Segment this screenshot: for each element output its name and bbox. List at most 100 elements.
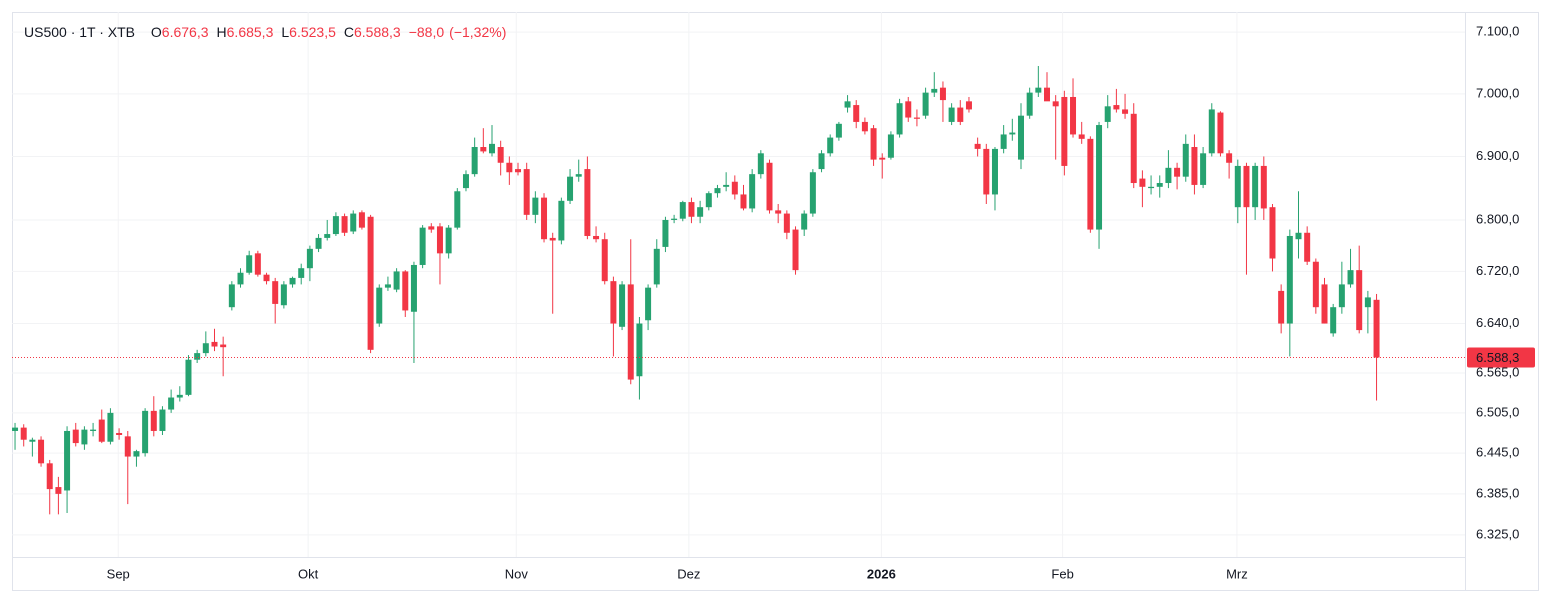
candle-body (1286, 235, 1293, 324)
candle-body (844, 101, 851, 108)
legend-value: 6.676,3 (162, 24, 209, 40)
candle-body (1139, 178, 1146, 187)
candle-body (107, 412, 114, 442)
legend-change: −88,0 (409, 24, 445, 40)
candle-body (705, 193, 712, 208)
candle-body (159, 409, 166, 431)
candle-body (1156, 183, 1163, 187)
y-tick-label: 6.325,0 (1476, 526, 1519, 541)
candle-body (1026, 92, 1033, 116)
legend-value: 6.523,5 (289, 24, 336, 40)
candle-body (515, 169, 522, 173)
y-tick-label: 7.100,0 (1476, 24, 1519, 39)
candle-body (315, 237, 322, 249)
candle-body (1338, 284, 1345, 308)
candle-body (471, 147, 478, 175)
candle-body (697, 207, 704, 217)
candle-body (1304, 232, 1311, 262)
legend-key: C (344, 24, 354, 40)
candle-body (358, 212, 365, 228)
candle-body (332, 216, 339, 235)
candle-body (428, 226, 435, 230)
candle-body (462, 174, 469, 189)
candle-body (1165, 167, 1172, 184)
candle-body (1312, 261, 1319, 308)
candle-body (801, 213, 808, 230)
candle-body (289, 277, 296, 285)
candle-body (350, 213, 357, 232)
candle-body (1104, 106, 1111, 122)
y-tick-label: 6.800,0 (1476, 211, 1519, 226)
candle-body (1035, 87, 1042, 93)
candle-body (228, 284, 235, 308)
candle-body (1364, 297, 1371, 308)
candle-body (809, 172, 816, 214)
candle-body (419, 227, 426, 265)
candle-body (1217, 112, 1224, 154)
candle-body (341, 216, 348, 233)
candle-body (740, 194, 747, 209)
candle-body (29, 439, 36, 442)
candle-body (688, 202, 695, 217)
legend-key: O (151, 24, 162, 40)
candle-body (653, 248, 660, 285)
candle-body (38, 439, 45, 464)
last-price-tag (1467, 347, 1535, 368)
candle-body (1208, 109, 1215, 154)
candle-body (1000, 134, 1007, 149)
candle-body (81, 429, 88, 445)
candle-body (835, 123, 842, 138)
candle-body (1321, 284, 1328, 324)
candle-body (393, 271, 400, 290)
candle-body (436, 226, 443, 254)
legend-value: 6.588,3 (354, 24, 401, 40)
candle-body (116, 432, 123, 436)
y-tick-label: 6.505,0 (1476, 404, 1519, 419)
candle-body (679, 202, 686, 219)
x-tick-label: Mrz (1226, 566, 1248, 581)
candle-body (1373, 299, 1380, 358)
candle-body (384, 284, 391, 288)
y-tick-label: 6.640,0 (1476, 315, 1519, 330)
candle-body (775, 210, 782, 214)
candle-body (887, 134, 894, 158)
candle-body (272, 281, 279, 304)
y-tick-label: 7.000,0 (1476, 85, 1519, 100)
candle-body (98, 419, 105, 442)
candle-body (367, 216, 374, 350)
y-tick-label: 6.445,0 (1476, 445, 1519, 460)
candle-body (1269, 207, 1276, 259)
candle-body (723, 184, 730, 187)
y-tick-label: 6.385,0 (1476, 485, 1519, 500)
candle-body (905, 101, 912, 118)
candle-body (896, 103, 903, 135)
candle-body (133, 451, 140, 457)
candle-body (601, 239, 608, 282)
overlay: 7.100,0 7.000,0 6.900,0 6.800,0 6.720,0 6.640… (12, 24, 1535, 581)
candle-body (263, 274, 270, 282)
legend-header: US500 · 1T · XTB O6.676,3 H6.685,3 L6.523,… (24, 24, 506, 40)
candle-body (402, 271, 409, 311)
candle-body (1295, 232, 1302, 240)
candle-body (575, 174, 582, 177)
candle-body (913, 117, 920, 119)
candle-body (254, 253, 261, 275)
candle-body (948, 107, 955, 122)
grid (12, 12, 1465, 557)
candle-body (1122, 109, 1129, 114)
candle-body (870, 128, 877, 160)
candle-body (72, 429, 79, 444)
candle-body (1078, 134, 1085, 139)
candle-body (983, 148, 990, 195)
legend-value: 6.685,3 (227, 24, 274, 40)
legend-key: H (217, 24, 227, 40)
x-tick-label: Nov (505, 566, 529, 581)
candle-body (1234, 165, 1241, 208)
candle-body (194, 353, 201, 360)
candle-body (185, 359, 192, 395)
candle-body (55, 487, 62, 494)
candle-body (497, 147, 504, 163)
candle-body (280, 284, 287, 306)
candle-body (749, 174, 756, 209)
